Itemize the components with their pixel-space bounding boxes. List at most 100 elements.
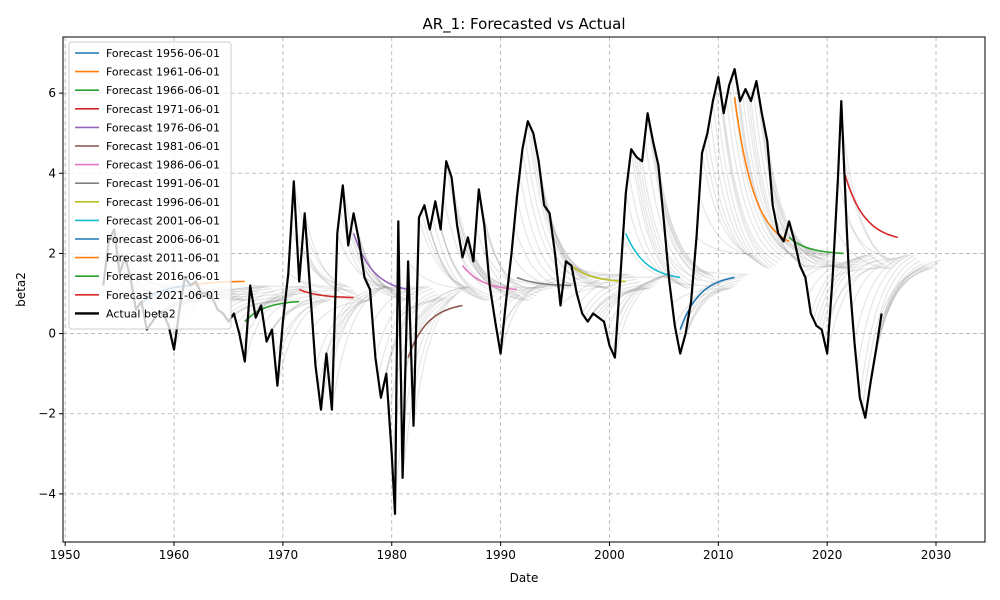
background-forecast-line bbox=[657, 165, 714, 277]
y-tick-label: 0 bbox=[48, 327, 56, 341]
background-forecast-line bbox=[598, 286, 654, 318]
background-forecast-line bbox=[611, 274, 667, 352]
background-forecast-line bbox=[669, 280, 724, 287]
background-forecast-line bbox=[448, 169, 504, 289]
background-forecast-line bbox=[633, 153, 689, 290]
background-forecast-line bbox=[674, 288, 730, 326]
background-forecast-line bbox=[571, 264, 626, 276]
background-forecast-line bbox=[826, 262, 882, 354]
forecast-line bbox=[625, 233, 681, 279]
background-forecast-line bbox=[663, 221, 719, 282]
background-forecast-line bbox=[298, 280, 354, 291]
background-forecast-line bbox=[684, 279, 741, 334]
chart-title: AR_1: Forecasted vs Actual bbox=[423, 15, 626, 34]
forecast-line bbox=[407, 304, 463, 358]
background-forecast-line bbox=[344, 215, 401, 298]
background-forecast-line bbox=[453, 201, 509, 288]
background-forecast-line bbox=[739, 101, 795, 257]
background-forecast-line bbox=[230, 299, 286, 319]
background-forecast-line bbox=[268, 299, 324, 336]
background-forecast-line bbox=[429, 229, 485, 301]
x-tick-label: 1950 bbox=[50, 548, 81, 562]
legend-label: Forecast 1996-06-01 bbox=[106, 196, 220, 209]
background-forecast-line bbox=[304, 213, 360, 297]
background-forecast-line bbox=[625, 193, 681, 284]
background-forecast-line bbox=[334, 285, 390, 322]
background-forecast-line bbox=[301, 247, 357, 294]
x-tick-label: 1970 bbox=[268, 548, 299, 562]
background-forecast-line bbox=[744, 89, 801, 263]
background-forecast-line bbox=[807, 257, 863, 296]
background-forecast-line bbox=[747, 95, 804, 266]
background-forecast-line bbox=[777, 232, 833, 256]
background-forecast-line bbox=[603, 281, 659, 322]
background-forecast-line bbox=[293, 181, 349, 288]
background-forecast-line bbox=[600, 284, 656, 320]
background-forecast-line bbox=[412, 285, 469, 426]
background-forecast-line bbox=[780, 236, 836, 258]
background-forecast-line bbox=[714, 89, 771, 270]
background-forecast-line bbox=[799, 264, 855, 268]
legend-label: Actual beta2 bbox=[106, 307, 176, 320]
x-tick-label: 1980 bbox=[376, 548, 407, 562]
background-forecast-line bbox=[271, 300, 327, 330]
x-axis-label: Date bbox=[510, 571, 539, 585]
background-forecast-line bbox=[331, 285, 387, 410]
background-forecast-line bbox=[630, 149, 686, 289]
background-forecast-line bbox=[494, 285, 550, 322]
background-forecast-line bbox=[834, 227, 890, 270]
background-forecast-line bbox=[720, 95, 776, 267]
background-forecast-line bbox=[508, 276, 564, 288]
background-forecast-line bbox=[845, 216, 901, 262]
y-tick-label: −2 bbox=[38, 407, 56, 421]
background-forecast-line bbox=[829, 265, 885, 316]
background-forecast-line bbox=[524, 135, 580, 281]
background-forecast-line bbox=[853, 253, 910, 342]
background-forecast-line bbox=[636, 157, 692, 289]
background-forecast-line bbox=[815, 253, 871, 326]
background-forecast-line bbox=[255, 286, 311, 318]
background-forecast-line bbox=[472, 261, 528, 302]
background-forecast-line bbox=[818, 254, 874, 328]
background-forecast-line bbox=[279, 295, 335, 354]
background-forecast-line bbox=[347, 245, 403, 300]
legend-label: Forecast 1961-06-01 bbox=[106, 66, 220, 79]
background-forecast-line bbox=[723, 113, 779, 264]
forecast-line bbox=[298, 288, 354, 299]
x-axis: 1950 1960 1970 1980 1990 2000 2010 2020 2030 bbox=[50, 542, 951, 562]
background-forecast-line bbox=[287, 272, 343, 289]
actual-series bbox=[102, 68, 883, 515]
background-forecast-line bbox=[263, 294, 319, 324]
background-forecast-line bbox=[535, 147, 591, 276]
legend-label: Forecast 1966-06-01 bbox=[106, 84, 220, 97]
background-forecast-line bbox=[252, 285, 308, 303]
legend-label: Forecast 1981-06-01 bbox=[106, 140, 220, 153]
background-forecast-line bbox=[497, 287, 553, 338]
legend-label: Forecast 1976-06-01 bbox=[106, 121, 220, 134]
background-forecast-line bbox=[793, 241, 849, 270]
background-forecast-line bbox=[704, 143, 760, 262]
background-forecast-line bbox=[557, 278, 613, 289]
background-forecast-line bbox=[812, 253, 869, 320]
background-forecast-line bbox=[295, 231, 352, 289]
x-tick-label: 2000 bbox=[594, 548, 625, 562]
background-forecast-line bbox=[851, 255, 907, 308]
background-forecast-line bbox=[717, 77, 774, 269]
background-forecast-line bbox=[655, 153, 711, 275]
background-forecast-line bbox=[440, 229, 496, 298]
background-forecast-line bbox=[736, 85, 793, 256]
background-forecast-line bbox=[578, 275, 634, 304]
background-forecast-line bbox=[450, 177, 507, 288]
background-forecast-line bbox=[320, 294, 376, 410]
forecast-line bbox=[570, 264, 626, 283]
background-forecast-line bbox=[848, 257, 904, 274]
background-forecast-line bbox=[312, 300, 368, 328]
background-forecast-line bbox=[682, 282, 738, 344]
background-forecast-line bbox=[712, 101, 768, 269]
background-forecast-line bbox=[690, 274, 746, 302]
background-forecast-line bbox=[870, 265, 926, 382]
background-forecast-line bbox=[698, 195, 754, 257]
background-forecast-line bbox=[502, 280, 558, 328]
background-forecast-line bbox=[840, 113, 896, 268]
background-forecast-line bbox=[676, 287, 733, 340]
